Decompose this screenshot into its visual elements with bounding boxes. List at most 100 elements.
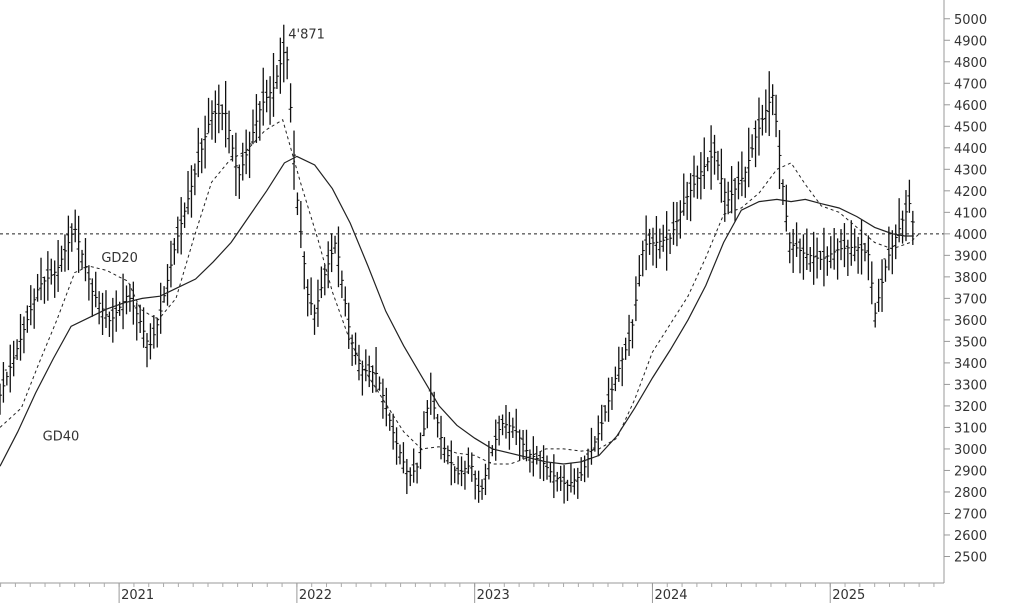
price-bar [35, 273, 40, 302]
price-bar [80, 249, 85, 270]
price-bar [0, 383, 2, 415]
y-tick-label: 4500 [954, 120, 987, 135]
price-bar [131, 281, 136, 325]
y-tick-label: 5000 [954, 13, 987, 28]
price-bar [127, 283, 132, 312]
price-bar [230, 135, 235, 162]
price-bar [770, 84, 775, 116]
price-bar [685, 181, 690, 220]
price-bar [825, 246, 830, 276]
y-tick-label: 2500 [954, 550, 987, 565]
price-bar [172, 238, 177, 265]
price-bar [835, 238, 840, 280]
price-bar [69, 223, 74, 252]
y-tick-label: 3900 [954, 249, 987, 264]
price-bar [568, 462, 573, 493]
price-bar [503, 405, 508, 439]
price-bar [384, 387, 389, 427]
price-bar [223, 80, 228, 148]
price-bar [439, 415, 444, 460]
price-bar [411, 448, 416, 483]
price-bar [4, 369, 9, 386]
price-bar [715, 150, 720, 181]
price-bar [121, 273, 126, 330]
y-tick-label: 2800 [954, 486, 987, 501]
x-tick-label: 2023 [477, 588, 510, 603]
price-bar [227, 110, 232, 154]
gd20-annotation: GD20 [101, 251, 138, 266]
price-bar [339, 270, 344, 299]
y-tick-label: 3500 [954, 335, 987, 350]
y-tick-label: 2900 [954, 464, 987, 479]
peak-annotation: 4'871 [288, 28, 325, 43]
price-bar [49, 258, 54, 285]
price-bar [473, 470, 478, 500]
price-bars-group [0, 24, 915, 504]
price-bar [630, 319, 635, 349]
price-bar [709, 125, 714, 190]
price-bar [1, 362, 6, 403]
price-bar [674, 202, 679, 247]
price-bar [329, 233, 334, 273]
price-bar [220, 104, 225, 131]
price-bar [497, 415, 502, 446]
price-bar [158, 282, 163, 334]
price-bar [804, 228, 809, 270]
y-tick-label: 2600 [954, 529, 987, 544]
price-bar [862, 242, 867, 262]
price-bar [62, 234, 67, 272]
price-bar [56, 240, 61, 292]
price-bar [613, 366, 618, 392]
price-bar [278, 37, 283, 94]
price-bar [353, 332, 358, 365]
price-bar [237, 164, 242, 199]
price-bar [298, 201, 303, 249]
price-bar [73, 209, 78, 243]
y-tick-label: 3200 [954, 400, 987, 415]
price-bar [907, 179, 912, 213]
price-bar [736, 161, 741, 200]
price-bar [859, 219, 864, 275]
price-bar [394, 427, 399, 465]
gd20-line [0, 119, 920, 465]
price-bar [302, 251, 307, 290]
price-bar [295, 192, 300, 216]
price-bar [811, 231, 816, 285]
price-bar [702, 137, 707, 190]
price-bar [189, 165, 194, 218]
price-bar [821, 227, 826, 287]
price-bar [247, 131, 252, 179]
price-bar [309, 277, 314, 316]
price-bar [620, 347, 625, 387]
price-bar [377, 376, 382, 391]
price-bar [801, 234, 806, 280]
price-bar [794, 222, 799, 257]
price-bar [869, 261, 874, 305]
price-bar [346, 302, 351, 349]
price-bar [415, 462, 420, 484]
y-tick-label: 2700 [954, 507, 987, 522]
price-bar [815, 237, 820, 279]
price-bar [374, 347, 379, 393]
price-bar [524, 429, 529, 462]
y-axis-ticks: 5000 4900 4800 4700 4600 4500 4400 4300 4200 4100… [944, 13, 987, 565]
price-bar [695, 165, 700, 199]
price-bar [387, 412, 392, 431]
y-tick-label: 4000 [954, 228, 987, 243]
price-bar [175, 216, 180, 254]
price-bar [681, 173, 686, 216]
price-bar [8, 344, 13, 393]
y-tick-label: 3700 [954, 292, 987, 307]
price-bar [155, 317, 160, 348]
price-bar [743, 166, 748, 198]
price-bar [250, 109, 255, 145]
price-bar [404, 458, 409, 495]
price-bar [606, 377, 611, 422]
price-bar [418, 432, 423, 470]
price-bar [650, 227, 655, 266]
price-bar [890, 230, 895, 275]
price-bar [192, 163, 197, 196]
y-tick-label: 3600 [954, 314, 987, 329]
y-tick-label: 4800 [954, 56, 987, 71]
